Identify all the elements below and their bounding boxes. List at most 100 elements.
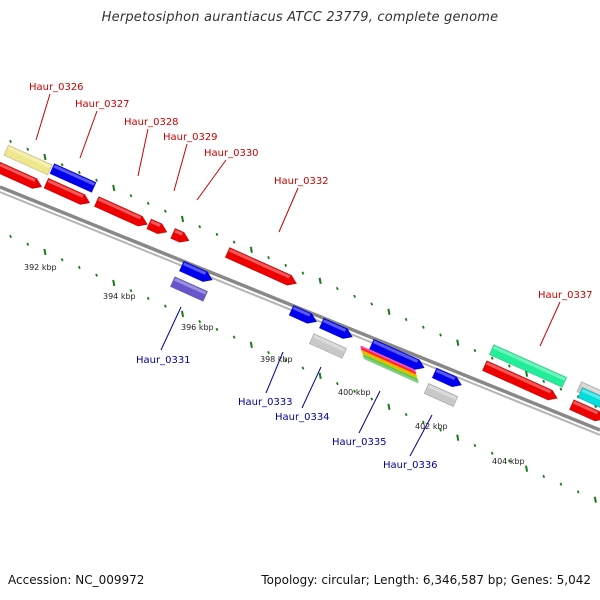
tick-mark-lower xyxy=(60,258,64,262)
gene-haur-0335-stripe xyxy=(360,345,416,373)
tick-mark-lower xyxy=(335,381,339,386)
gene-red-0329-shape xyxy=(146,218,168,235)
tick-mark-upper xyxy=(353,294,356,298)
gene-haur-0335-stripe-bar xyxy=(360,347,417,375)
gene-red-0332 xyxy=(224,246,298,286)
tick-mark-lower xyxy=(353,389,356,393)
gene-grey-0336-highlight xyxy=(427,384,457,400)
gene-label-haur_0337: Haur_0337 xyxy=(538,290,593,301)
tick-mark-upper xyxy=(232,240,236,244)
gene-haur-0335-stripe xyxy=(363,356,419,384)
tick-mark-lower xyxy=(301,366,305,370)
leader-haur_0332 xyxy=(278,187,299,233)
accession-text: Accession: NC_009972 xyxy=(8,573,145,587)
tick-mark-lower xyxy=(559,482,563,486)
leader-haur_0334 xyxy=(301,366,322,409)
gene-grey-edge-upper-highlight xyxy=(580,382,600,396)
gene-haur-0337-upper-highlight xyxy=(493,345,566,381)
tick-mark-upper xyxy=(439,333,442,337)
gene-haur-0335-stripe-bar xyxy=(361,350,418,377)
tick-mark-upper xyxy=(215,232,219,236)
tick-mark-lower xyxy=(9,234,12,239)
gene-haur-0331-shape xyxy=(169,276,209,302)
leader-haur_0327 xyxy=(79,110,98,159)
tick-mark-lower xyxy=(318,372,322,379)
gene-label-haur_0329: Haur_0329 xyxy=(163,132,218,143)
gene-haur-0335-stripe xyxy=(362,354,419,382)
gene-red-0327 xyxy=(43,177,91,205)
gene-red-0328 xyxy=(93,196,149,227)
gene-label-haur_0328: Haur_0328 xyxy=(124,117,179,128)
tick-mark-upper xyxy=(95,178,98,182)
gene-blue-0333-highlight xyxy=(292,306,311,317)
gene-haur-0326-upper-highlight xyxy=(7,146,51,169)
gene-red-0332-shape xyxy=(224,246,298,286)
tick-mark-lower xyxy=(215,327,219,331)
gene-red-0337 xyxy=(481,360,558,401)
tick-mark-lower xyxy=(456,434,460,441)
tick-mark-upper xyxy=(43,153,47,161)
leader-haur_0328 xyxy=(137,128,149,177)
tick-mark-upper xyxy=(490,356,494,360)
tick-mark-lower xyxy=(284,358,288,362)
gene-blue-0331 xyxy=(178,260,213,283)
tick-mark-lower xyxy=(421,420,425,424)
tick-mark-upper xyxy=(9,139,12,144)
gene-grey-0334-highlight xyxy=(313,334,346,352)
gene-red-0326-shape xyxy=(0,161,43,189)
gene-red-edge-highlight xyxy=(573,400,599,415)
tick-mark-upper xyxy=(525,370,529,377)
label-leaders xyxy=(35,93,561,457)
gene-haur-0335-stripe-bar xyxy=(362,354,419,382)
gene-grey-0334 xyxy=(308,333,348,359)
gene-red-0326 xyxy=(0,161,43,189)
tick-mark-upper xyxy=(335,286,339,291)
tick-mark-lower xyxy=(404,412,408,417)
gene-haur-0327-upper xyxy=(49,163,97,193)
tick-mark-upper xyxy=(267,255,270,260)
tick-mark-lower xyxy=(542,474,546,479)
tick-mark-upper xyxy=(473,348,477,353)
gene-blue-0335-shape xyxy=(368,338,425,370)
tick-mark-upper xyxy=(146,201,150,206)
gene-haur-0331-highlight xyxy=(174,277,207,295)
tick-mark-lower xyxy=(112,279,116,287)
gene-label-haur_0334: Haur_0334 xyxy=(275,412,330,423)
gene-red-0328-shape xyxy=(93,196,149,227)
kbp-label: 404 kbp xyxy=(492,457,525,466)
tick-mark-lower xyxy=(163,304,167,308)
gene-haur-0335-stripe xyxy=(360,347,417,375)
gene-red-0327-shape xyxy=(43,177,91,205)
tick-mark-lower xyxy=(490,451,494,455)
gene-blue-0335 xyxy=(368,338,425,370)
tick-mark-lower xyxy=(129,289,133,293)
gene-haur-0337-upper-shape xyxy=(488,344,568,388)
gene-blue-0335-highlight xyxy=(373,340,419,363)
gene-haur-0327-upper-highlight xyxy=(53,164,95,186)
tick-mark-upper xyxy=(60,163,64,167)
gene-red-0329 xyxy=(146,218,168,235)
page-title: Herpetosiphon aurantiacus ATCC 23779, co… xyxy=(101,10,499,25)
gene-blue-0336-highlight xyxy=(435,369,456,381)
gene-haur-0335-stripe xyxy=(361,350,418,377)
leader-haur_0326 xyxy=(35,93,51,141)
gene-red-0330 xyxy=(170,227,190,243)
kbp-label: 402 kbp xyxy=(415,422,448,431)
tick-mark-upper xyxy=(301,271,305,275)
tick-mark-lower xyxy=(26,242,30,246)
tick-mark-upper xyxy=(112,184,116,192)
leader-haur_0329 xyxy=(173,143,188,192)
leader-haur_0333 xyxy=(265,351,284,394)
gene-haur-0335-stripe-bar xyxy=(363,356,419,384)
tick-mark-lower xyxy=(370,397,374,401)
genome-summary-text: Topology: circular; Length: 6,346,587 bp… xyxy=(261,573,591,587)
tick-mark-lower xyxy=(43,248,47,256)
leader-haur_0336 xyxy=(409,414,433,457)
gene-labels: Haur_0326 Haur_0327 Haur_0328 Haur_0329 Haur… xyxy=(29,82,593,471)
gene-cyan-edge-shape xyxy=(577,387,600,409)
tick-mark-upper xyxy=(456,339,460,346)
leader-haur_0331 xyxy=(160,306,182,351)
kbp-labels: 392 kbp 394 kbp 396 kbp 398 kbp 400 kbp 402 k… xyxy=(24,263,525,466)
gene-haur-0335-stripe-bar xyxy=(360,345,416,373)
gene-haur-0326-upper xyxy=(3,144,53,176)
